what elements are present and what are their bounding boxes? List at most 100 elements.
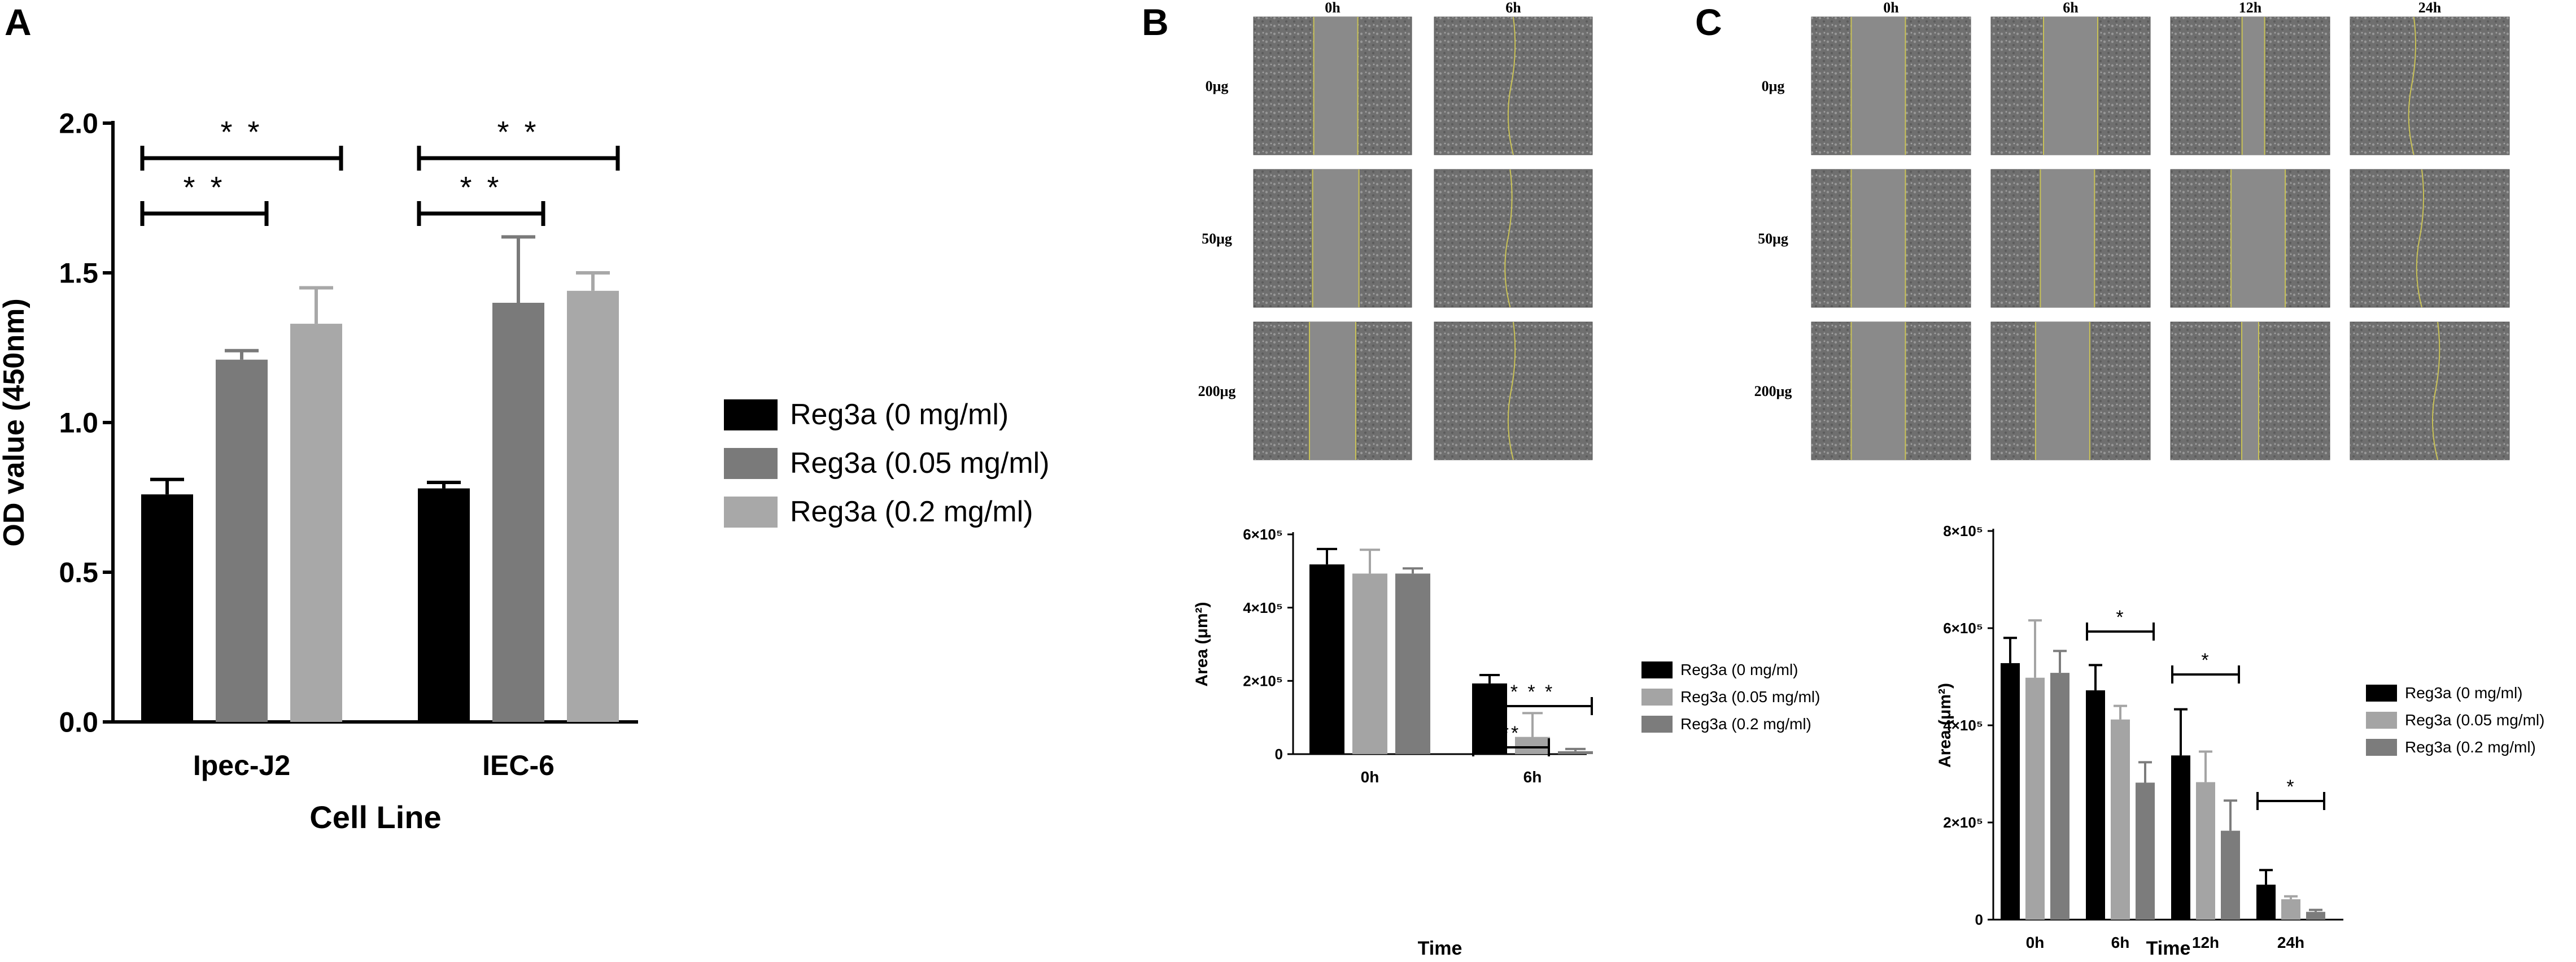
panel-c-micrograph-texture [2350,322,2509,460]
panel-c-closed-wound-edge [2416,169,2425,308]
panel-b-closed-wound-edge [1507,16,1516,155]
chart-a-bar-Ipec-J2-s1 [216,359,268,722]
chart-c-y-tick-label: 2×10⁵ [1943,814,1983,831]
chart-b-x-tick-label: 6h [1523,768,1542,786]
chart-b-x-tick-label: 0h [1361,768,1379,786]
chart-c-bar-24h-s0 [2256,885,2276,920]
chart-c-y-tick-label: 6×10⁵ [1943,620,1983,637]
panel-c-closed-wound-edge [2408,16,2416,155]
chart-a-bar-IEC-6-s2 [567,290,619,722]
chart-b-bar-6h-s1 [1515,737,1550,754]
chart-c-sig-label: * [2116,607,2124,628]
panel-c-time-label: 0h [1883,0,1899,16]
panel-c-wound-gap [2242,17,2265,155]
panel-c-dose-label: 50μg [1758,230,1788,247]
chart-b-bar-6h-s2 [1558,751,1593,754]
panel-c-wound-gap [1851,17,1906,155]
chart-b-sig-label: ** [1501,722,1521,744]
chart-b-bar-6h-s0 [1472,683,1507,754]
panel-c-wound-gap [2231,169,2286,307]
panel-b-time-label: 6h [1505,0,1521,16]
chart-b-y-tick-label: 6×10⁵ [1243,526,1283,543]
chart-c-y-tick-label: 8×10⁵ [1943,523,1983,539]
chart-a-y-tick-label: 2.0 [59,108,98,140]
chart-b-y-tick-label: 4×10⁵ [1243,599,1283,616]
chart-c-y-axis-title: Area (μm²) [1936,683,1954,768]
chart-c-bar-24h-s1 [2281,899,2300,920]
panel-c-wound-gap [2044,17,2098,155]
chart-a-bar-IEC-6-s0 [418,488,470,722]
chart-b-legend-swatch [1641,661,1673,678]
chart-c-legend-label: Reg3a (0.05 mg/ml) [2405,711,2544,729]
chart-b-legend-swatch [1641,689,1673,706]
panel-b-dose-label: 50μg [1202,230,1232,247]
panel-c-time-label: 6h [2063,0,2079,16]
chart-a-x-tick-label: Ipec-J2 [193,750,290,781]
chart-c-legend-label: Reg3a (0.2 mg/ml) [2405,738,2536,756]
panel-b-time-label: 0h [1325,0,1341,16]
panel-c-dose-label: 200μg [1754,383,1792,399]
chart-c-legend-swatch [2366,685,2397,702]
panel-b-wound-gap [1313,17,1358,155]
chart-a-sig-label: * * [497,115,539,149]
chart-a-sig-label: * * [220,115,263,149]
chart-b-legend-label: Reg3a (0.05 mg/ml) [1680,688,1820,706]
chart-a-bar-IEC-6-s1 [492,303,544,722]
panel-b-closed-wound-edge [1507,321,1516,460]
panel-c-micrograph-texture [2350,17,2509,155]
panel-letter-b: B [1142,1,1169,43]
chart-c-bar-6h-s2 [2136,782,2155,920]
chart-a-legend-label: Reg3a (0.05 mg/ml) [790,447,1050,480]
panel-letter-a: A [5,1,32,43]
chart-c-legend-swatch [2366,712,2397,729]
chart-c-bar-12h-s0 [2171,755,2190,920]
chart-a-y-tick-label: 1.5 [59,258,98,289]
panel-c-wound-gap [2040,169,2095,307]
chart-a-y-tick-label: 1.0 [59,407,98,439]
chart-a-sig-label: * * [183,171,225,204]
chart-c-bar-12h-s1 [2196,782,2215,920]
chart-c-legend-label: Reg3a (0 mg/ml) [2405,684,2523,702]
chart-c-bar-12h-s2 [2221,830,2240,920]
chart-b-y-axis-title: Area (μm²) [1193,602,1211,686]
panel-b-dose-label: 0μg [1206,78,1229,94]
chart-a-x-axis-title: Cell Line [309,799,441,835]
chart-b-y-tick-label: 2×10⁵ [1243,672,1283,689]
chart-c-x-axis-title: Time [2146,938,2191,959]
chart-c-bar-24h-s2 [2306,912,2325,920]
chart-a-legend-swatch [724,497,778,528]
chart-a-legend-swatch [724,448,778,479]
chart-a-bar-Ipec-J2-s0 [141,494,193,722]
chart-a-sig-label: * * [460,171,502,204]
chart-c-legend-swatch [2366,739,2397,756]
chart-b-sig-label: * * * [1510,681,1555,703]
chart-b-bar-0h-s0 [1309,564,1344,754]
chart-c-y-tick-label: 0 [1975,911,1983,928]
chart-c-y-tick-label: 4×10⁵ [1943,717,1983,734]
chart-b-legend-label: Reg3a (0 mg/ml) [1680,661,1798,678]
chart-b-bar-0h-s2 [1395,573,1430,754]
panel-b-wound-gap [1309,322,1356,460]
chart-a-y-axis-title: OD value (450nm) [0,298,30,546]
panel-c-wound-gap [1851,169,1906,307]
chart-b-bar-0h-s1 [1352,573,1387,754]
panel-b-micrograph-texture [1434,322,1592,460]
chart-c-x-tick-label: 12h [2192,934,2219,951]
panel-b-micrograph-grid: 0h 6h 0μg 50μg 200μg [1198,0,1593,460]
panel-c-closed-wound-edge [2431,321,2440,460]
panel-c-micrograph-grid: 0h 6h 12h 24h 0μg 50μg 200μg [1754,0,2510,460]
panel-b-wound-gap [1312,169,1359,307]
chart-a-y-tick-label: 0.5 [59,557,98,589]
chart-c-bar-0h-s1 [2025,677,2045,920]
chart-c-x-tick-label: 24h [2277,934,2304,951]
chart-c-x-tick-label: 0h [2026,934,2045,951]
chart-a-chart: 0.0 0.5 1.0 1.5 2.0 Ipec-J2 IEC-6 * * * * * * * * C… [0,108,1050,835]
chart-b-legend-swatch [1641,716,1673,733]
panel-letter-c: C [1695,1,1722,43]
chart-c-chart: 0 2×10⁵ 4×10⁵ 6×10⁵ 8×10⁵ 0h 6h 12h 24h * * * Time Ar… [1936,523,2544,959]
panel-c-wound-gap [2035,322,2090,460]
panel-c-dose-label: 0μg [1762,78,1785,94]
chart-a-legend-label: Reg3a (0.2 mg/ml) [790,495,1033,528]
chart-c-x-tick-label: 6h [2111,934,2130,951]
